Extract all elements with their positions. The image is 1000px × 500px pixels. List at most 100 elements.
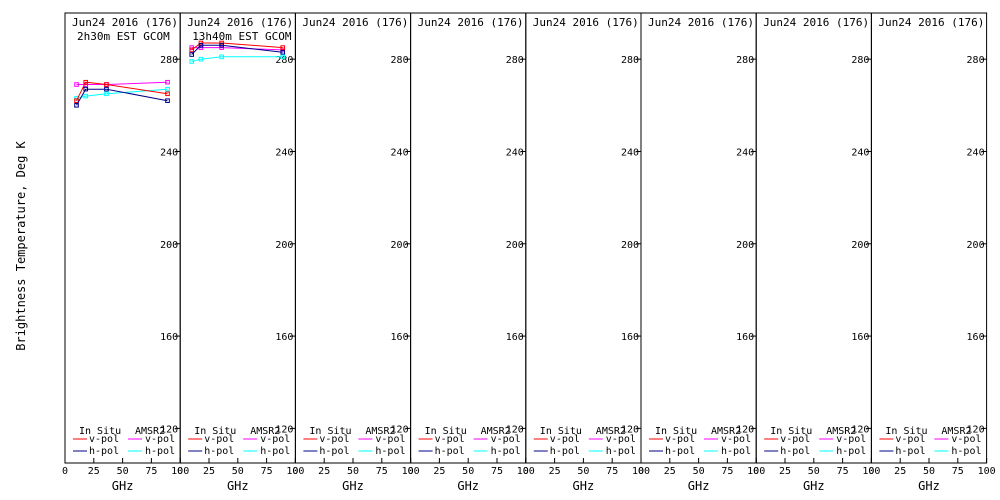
y-tick-label: 240: [506, 147, 524, 158]
legend-item: h-pol: [319, 446, 349, 457]
panel-header-line: Jun24 2016 (176): [648, 16, 754, 29]
data-point-insitu_h: [189, 52, 195, 57]
y-tick-label: 280: [160, 55, 178, 66]
y-tick-label: 200: [275, 240, 293, 251]
x-axis-label: GHz: [573, 479, 595, 493]
data-point-insitu_v: [104, 82, 109, 87]
legend-item: v-pol: [319, 434, 349, 445]
data-point-amsr2_h: [83, 93, 89, 99]
panel-frame: [640, 12, 757, 464]
y-tick-label: 160: [736, 332, 754, 343]
y-tick-label: 160: [506, 332, 524, 343]
x-tick-label: 50: [923, 466, 935, 477]
series-line-insitu_v: [191, 42, 283, 51]
legend-title-amsr2: AMSR2: [481, 426, 511, 437]
y-tick-label: 200: [967, 240, 985, 251]
data-point-amsr2_h: [189, 59, 195, 64]
data-point-insitu_v: [189, 47, 195, 53]
legend-item: v-pol: [204, 434, 234, 445]
y-tick-label: 240: [621, 147, 639, 158]
y-tick-label: 240: [160, 147, 178, 158]
y-axis-label: Brightness Temperature, Deg K: [14, 140, 28, 350]
x-tick-label: 0: [408, 466, 414, 477]
legend-item: h-pol: [606, 446, 636, 457]
y-tick-label: 200: [736, 240, 754, 251]
x-axis-label: GHz: [342, 479, 364, 493]
panel-3: Jun24 2016 (176) 120 160 200 240 280 0 25 50 75 10…: [292, 12, 420, 493]
legend-item: h-pol: [145, 446, 175, 457]
legend-item: v-pol: [951, 434, 981, 445]
y-tick-label: 280: [736, 55, 754, 66]
y-tick-label: 160: [275, 332, 293, 343]
panel-header-line: Jun24 2016 (176): [533, 16, 639, 29]
data-point-amsr2_h: [280, 54, 286, 60]
legend-item: h-pol: [780, 446, 810, 457]
legend-item: h-pol: [204, 446, 234, 457]
data-point-insitu_v: [83, 79, 89, 85]
panel-frame: [179, 12, 296, 464]
y-tick-label: 280: [967, 55, 985, 66]
y-tick-label: 200: [851, 240, 869, 251]
x-tick-label: 25: [203, 466, 215, 477]
panel-1: Jun24 2016 (176)2h30m EST GCOM 120 160 200 2…: [62, 12, 189, 493]
y-tick-label: 120: [506, 424, 524, 435]
x-tick-label: 50: [347, 466, 359, 477]
x-tick-label: 100: [632, 466, 650, 477]
y-tick-label: 160: [160, 332, 178, 343]
legend-item: h-pol: [260, 446, 290, 457]
y-tick-label: 280: [391, 55, 409, 66]
legend-title-amsr2: AMSR2: [250, 426, 280, 437]
legend-item: h-pol: [89, 446, 119, 457]
data-point-insitu_h: [165, 98, 170, 103]
x-tick-label: 25: [318, 466, 330, 477]
x-tick-label: 75: [376, 466, 388, 477]
legend-item: v-pol: [665, 434, 695, 445]
data-point-amsr2_h: [219, 54, 224, 60]
x-tick-label: 100: [286, 466, 304, 477]
y-tick-label: 160: [621, 332, 639, 343]
y-tick-label: 280: [621, 55, 639, 66]
data-point-insitu_h: [219, 43, 224, 48]
panel-2: Jun24 2016 (176)13h40m EST GCOM 120 160 200…: [177, 12, 304, 493]
x-tick-label: 50: [117, 466, 129, 477]
series-line-insitu_v: [76, 81, 168, 101]
panel-8: Jun24 2016 (176) 120 160 200 240 280 0 25 50 75 10…: [868, 12, 996, 493]
series-line-amsr2_v: [191, 47, 283, 51]
x-tick-label: 0: [523, 466, 529, 477]
x-tick-label: 25: [779, 466, 791, 477]
panel-frame: [525, 12, 642, 464]
legend-item: v-pol: [721, 434, 751, 445]
legend-title-amsr2: AMSR2: [135, 426, 165, 437]
series-line-insitu_h: [191, 44, 283, 55]
panel-frame: [870, 12, 988, 464]
panels-group: Jun24 2016 (176)2h30m EST GCOM1201602002…: [62, 12, 996, 493]
legend-item: v-pol: [145, 434, 175, 445]
panel-header-line: Jun24 2016 (176): [763, 16, 869, 29]
x-tick-label: 100: [747, 466, 765, 477]
x-tick-label: 75: [721, 466, 733, 477]
x-tick-label: 25: [433, 466, 445, 477]
x-tick-label: 100: [517, 466, 535, 477]
legend-title-insitu: In Situ: [885, 426, 927, 437]
panel-5: Jun24 2016 (176) 120 160 200 240 280 0 25 50 75 10…: [523, 12, 650, 493]
y-tick-label: 240: [851, 147, 869, 158]
legend-item: v-pol: [260, 434, 290, 445]
legend-item: h-pol: [665, 446, 695, 457]
legend-item: h-pol: [375, 446, 405, 457]
panel-header-line: Jun24 2016 (176): [878, 16, 984, 29]
legend-item: h-pol: [836, 446, 866, 457]
y-tick-label: 160: [391, 332, 409, 343]
data-point-insitu_h: [280, 49, 286, 55]
x-tick-label: 100: [171, 466, 189, 477]
x-tick-label: 50: [462, 466, 474, 477]
y-tick-label: 120: [391, 424, 409, 435]
series-line-insitu_h: [76, 88, 168, 106]
data-point-insitu_v: [165, 91, 170, 97]
panel-header-line: Jun24 2016 (176): [302, 16, 408, 29]
